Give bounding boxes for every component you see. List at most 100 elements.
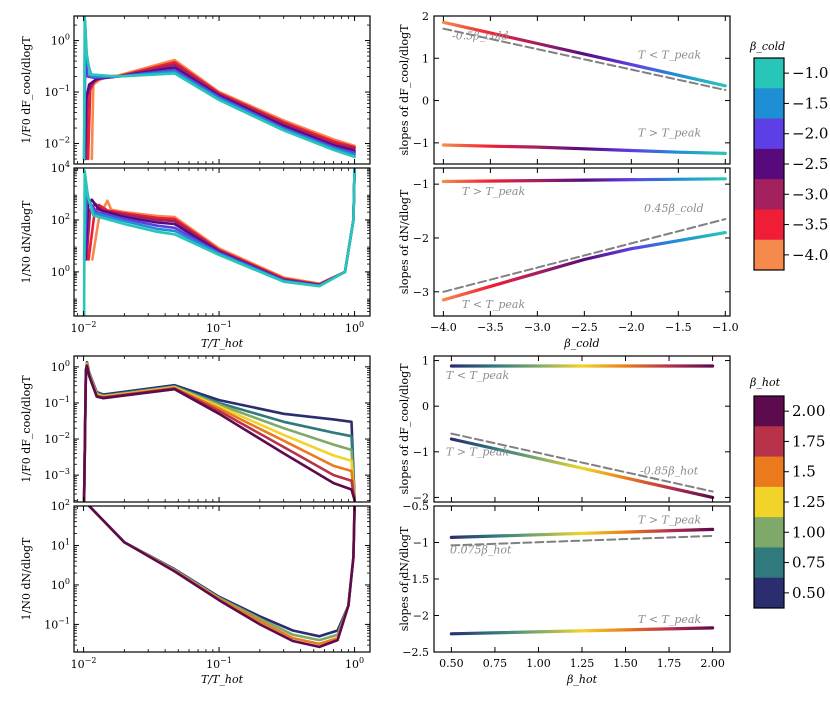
tick-label: −2.0 xyxy=(618,321,645,334)
series-0.45beta_cold xyxy=(442,218,727,293)
annotation: 0.075β_hot xyxy=(450,543,512,556)
colorbar-segment xyxy=(754,547,784,579)
axes-frame xyxy=(73,505,371,653)
tick-label: 10−1 xyxy=(206,320,232,335)
y-axis-label: 1/F0 dF_cool/dlogT xyxy=(20,375,33,483)
tick-label: 0.50 xyxy=(439,657,464,670)
panel-hot-slope-flux: −2 −1 0 1 slopes of dF_cool/dlogT T < T_peak T… xyxy=(398,355,731,504)
series-T___T_peak xyxy=(449,527,715,540)
tick-label: −3.5 xyxy=(477,321,504,334)
colorbar-label: −2.5 xyxy=(792,155,828,173)
x-axis-label: β_hot xyxy=(566,673,598,686)
colorbar-label: −2.0 xyxy=(792,125,828,143)
colorbar-label: −3.5 xyxy=(792,216,828,234)
series--0.85beta_hot xyxy=(450,432,714,493)
tick-label: 10−2 xyxy=(44,136,70,151)
colorbar-segment xyxy=(754,517,784,548)
series-T___T_peak xyxy=(441,177,727,184)
annotation: T > T_peak xyxy=(462,185,525,198)
colorbar-label: 1.75 xyxy=(792,432,825,450)
annotation: T > T_peak xyxy=(446,445,509,458)
tick-label: 10−1 xyxy=(206,656,232,671)
annotation: T > T_peak xyxy=(638,127,701,140)
tick-label: −2 xyxy=(413,491,429,504)
panel-hot-number: 10−1 100 101 102 10−2 10−1 100 1/N0 dN/dlogT T/T… xyxy=(20,498,371,686)
tick-label: 1.00 xyxy=(526,657,551,670)
series-2.00 xyxy=(87,506,356,649)
colorbar-segment xyxy=(754,456,784,488)
tick-label: 100 xyxy=(51,264,70,279)
tick-label: 1 xyxy=(422,355,429,368)
tick-label: −1.5 xyxy=(665,321,692,334)
series--3.0 xyxy=(85,168,356,287)
tick-label: 2.00 xyxy=(700,657,725,670)
annotation: T < T_peak xyxy=(446,369,509,382)
panel-cold-slope-number: −3 −2 −1 −4.0 −3.5 −3.0 −2.5 −2.0 −1.5 −1.0 slopes… xyxy=(398,167,739,350)
tick-label: 104 xyxy=(51,160,70,175)
tick-label: 10−3 xyxy=(44,467,70,482)
y-axis-label: 1/N0 dN/dlogT xyxy=(20,200,33,283)
colorbar-segment xyxy=(754,148,784,180)
series-1.5 xyxy=(82,363,356,502)
tick-label: 10−2 xyxy=(71,320,97,335)
panel-cold-number: 100 102 104 10−2 10−1 100 1/N0 dN/dlogT T/T_hot xyxy=(20,160,371,350)
colorbar-title: β_hot xyxy=(749,376,781,389)
series-1.00 xyxy=(87,506,356,642)
tick-label: −0.5 xyxy=(402,500,429,513)
series-0.50 xyxy=(87,506,356,638)
series-T___T_peak xyxy=(441,20,727,88)
series-1.00 xyxy=(82,362,356,502)
colorbar-label: 0.50 xyxy=(792,584,825,602)
plot-area xyxy=(82,360,356,502)
annotation: T < T_peak xyxy=(638,48,701,61)
colorbar-title: β_cold xyxy=(749,40,785,53)
tick-label: −4.0 xyxy=(430,321,457,334)
plot-area xyxy=(82,168,356,316)
colorbar-label: −1.0 xyxy=(792,64,828,82)
panel-hot-flux: 10−3 10−2 10−1 100 1/F0 dF_cool/dlogT xyxy=(20,355,371,503)
annotation: T > T_peak xyxy=(638,514,701,527)
series-2.00 xyxy=(82,364,356,502)
tick-label: 101 xyxy=(51,537,70,552)
axes-frame xyxy=(73,167,371,317)
series-1.25 xyxy=(82,362,356,502)
x-axis-label: T/T_hot xyxy=(201,673,244,686)
tick-label: 0 xyxy=(422,95,429,108)
annotation: T < T_peak xyxy=(462,298,525,311)
tick-label: 100 xyxy=(345,320,364,335)
colorbar-segment xyxy=(754,486,784,518)
tick-label: 100 xyxy=(345,656,364,671)
plot-area xyxy=(82,16,356,161)
tick-label: −1 xyxy=(413,537,429,550)
tick-label: 1.25 xyxy=(570,657,595,670)
tick-label: −1.5 xyxy=(402,573,429,586)
colorbar-segment xyxy=(754,396,784,427)
colorbar-label: 2.00 xyxy=(792,402,825,420)
series--1.0 xyxy=(82,16,356,161)
plot-area xyxy=(441,20,727,155)
colorbar-cold: −1.0 −1.5 −2.0 −2.5 −3.0 −3.5 −4.0 β_cold xyxy=(749,40,828,271)
tick-label: 0.75 xyxy=(483,657,508,670)
tick-label: −1.0 xyxy=(712,321,739,334)
tick-label: 10−1 xyxy=(44,84,70,99)
tick-label: 0 xyxy=(422,400,429,413)
y-axis-label: 1/N0 dN/dlogT xyxy=(20,537,33,620)
series--3.0 xyxy=(84,63,356,161)
series-T___T_peak xyxy=(449,437,715,499)
x-axis-label: β_cold xyxy=(563,337,599,350)
colorbar-segment xyxy=(754,88,784,120)
colorbar-segment xyxy=(754,426,784,458)
x-axis-label: T/T_hot xyxy=(201,337,244,350)
series--1.0 xyxy=(82,168,356,316)
series-1.75 xyxy=(82,364,356,502)
axes-frame xyxy=(73,15,371,165)
annotation: -0.5β_cold xyxy=(452,29,508,42)
plot-area xyxy=(449,527,715,636)
y-axis-label: slopes of dF_cool/dlogT xyxy=(398,24,411,156)
tick-label: 100 xyxy=(51,33,70,48)
panel-cold-slope-flux: −1 0 1 2 slopes of dF_cool/dlogT -0.5β_cold T … xyxy=(398,10,731,165)
colorbar-segment xyxy=(754,118,784,150)
axes-frame xyxy=(433,15,731,165)
tick-label: −1 xyxy=(413,178,429,191)
y-axis-label: 1/F0 dF_cool/dlogT xyxy=(20,36,33,144)
